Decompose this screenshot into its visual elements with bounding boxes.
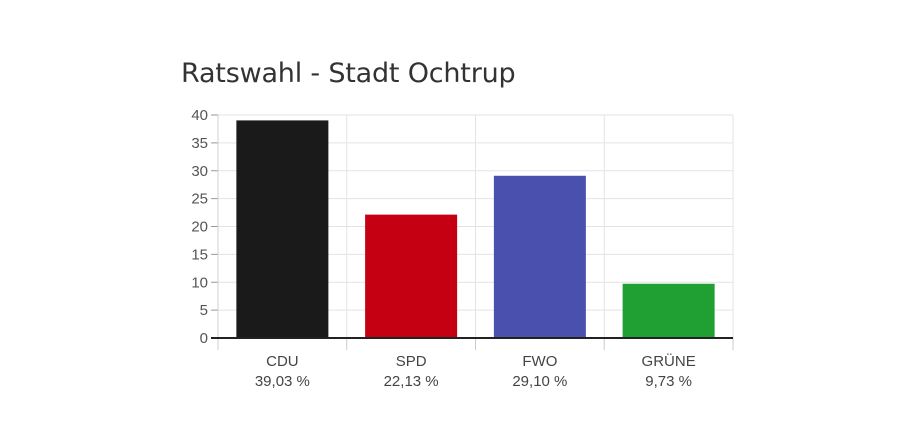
value-label: 39,03 % (255, 373, 310, 390)
y-tick-label: 5 (200, 302, 208, 319)
bar-grüne (622, 283, 715, 338)
y-tick-label: 25 (191, 191, 208, 208)
category-label: CDU (266, 353, 299, 370)
category-label: GRÜNE (642, 352, 696, 370)
y-tick-label: 20 (191, 219, 208, 236)
bar-spd (365, 214, 458, 338)
y-tick-label: 0 (200, 330, 208, 347)
value-label: 9,73 % (645, 373, 692, 390)
y-tick-label: 30 (191, 163, 208, 180)
value-label: 22,13 % (384, 373, 439, 390)
category-label: FWO (522, 353, 557, 370)
bar-fwo (493, 175, 586, 338)
y-tick-label: 40 (191, 107, 208, 124)
value-label: 29,10 % (512, 373, 567, 390)
bar-cdu (236, 120, 329, 339)
y-tick-label: 15 (191, 246, 208, 263)
y-tick-label: 10 (191, 274, 208, 291)
category-label: SPD (396, 353, 427, 370)
y-tick-label: 35 (191, 135, 208, 152)
chart-title: Ratswahl - Stadt Ochtrup (181, 58, 516, 89)
